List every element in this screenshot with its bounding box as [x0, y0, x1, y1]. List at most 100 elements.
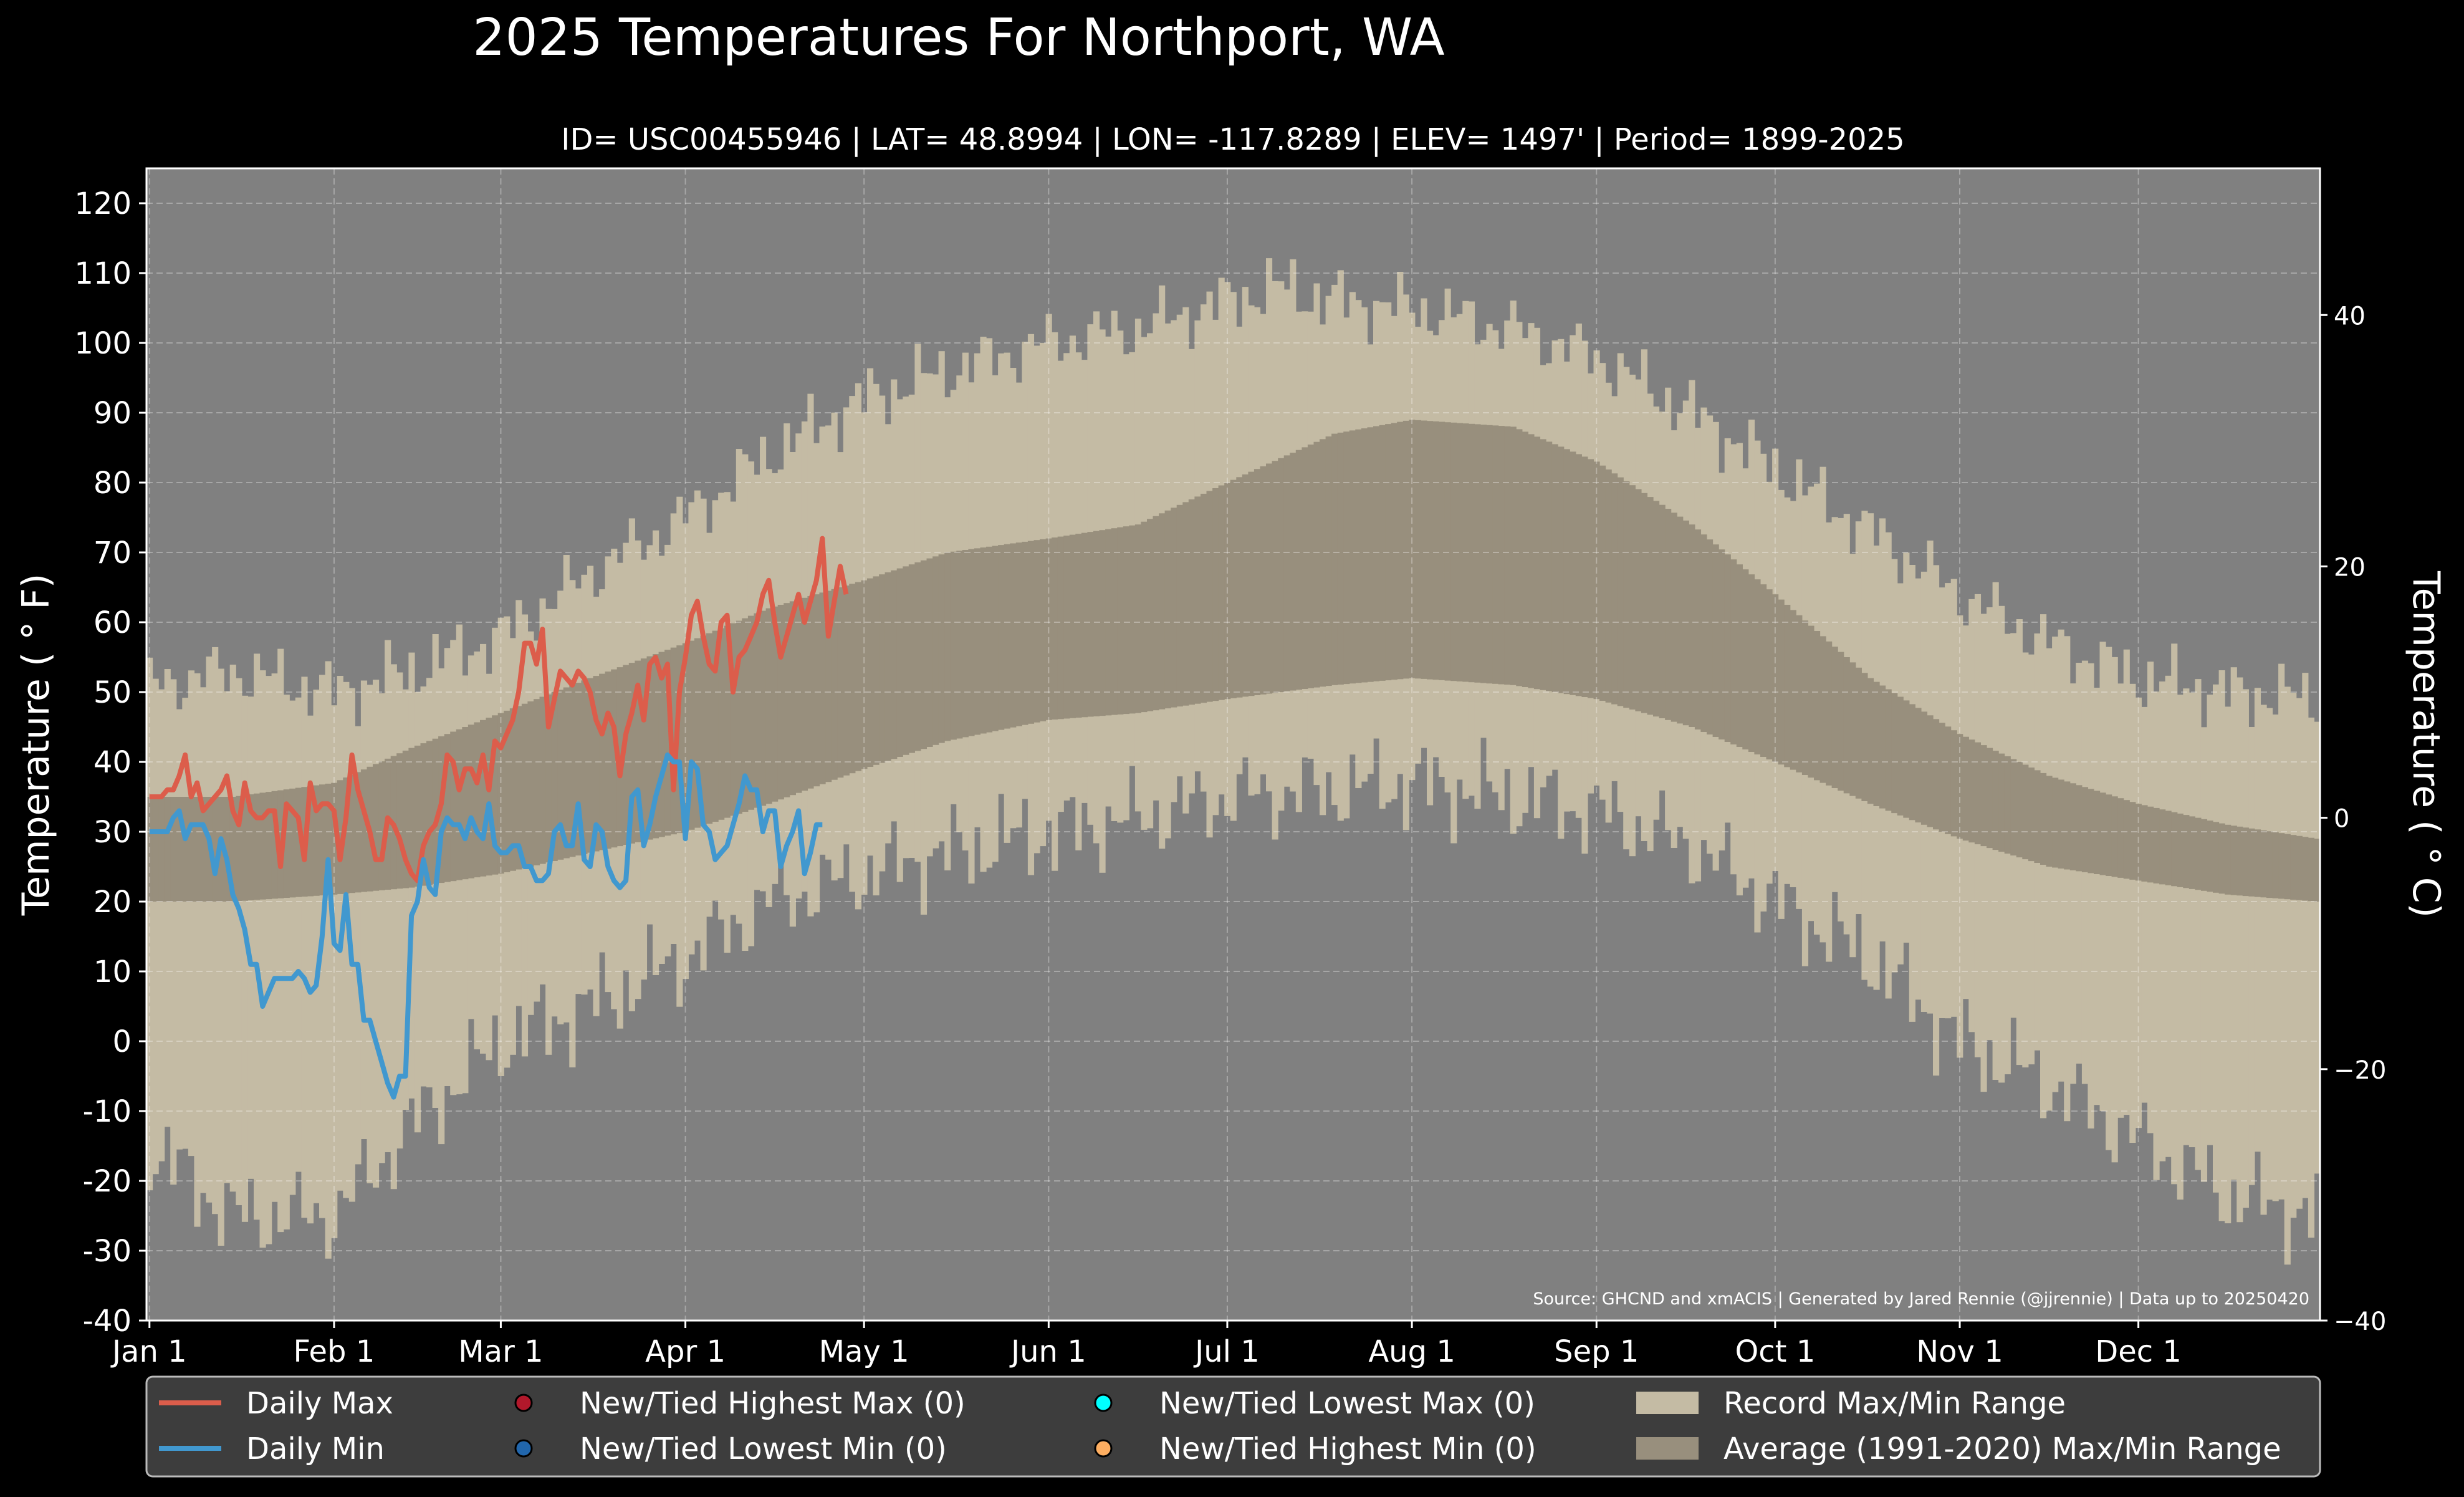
normal-range-bar: [843, 585, 850, 776]
normal-range-bar: [1153, 516, 1159, 711]
normal-range-bar: [521, 703, 529, 869]
normal-range-bar: [343, 777, 350, 894]
normal-range-bar: [1694, 529, 1702, 729]
normal-range-bar: [486, 718, 492, 876]
source-note: Source: GHCND and xmACIS | Generated by …: [1533, 1289, 2309, 1309]
x-tick-label: Nov 1: [1916, 1334, 2003, 1369]
normal-range-bar: [658, 652, 665, 837]
y-tick-label: 20: [93, 885, 132, 920]
normal-range-bar: [2183, 815, 2190, 888]
normal-range-bar: [646, 656, 653, 840]
normal-range-bar: [789, 601, 796, 796]
record-range-bar: [2213, 684, 2220, 1193]
record-range-bar: [2248, 727, 2255, 1185]
record-range-bar: [2081, 660, 2089, 1084]
normal-range-bar: [706, 633, 713, 824]
normal-range-bar: [492, 715, 499, 875]
normal-range-bar: [2141, 805, 2148, 882]
normal-range-bar: [1254, 469, 1261, 695]
normal-range-bar: [765, 608, 772, 804]
normal-range-bar: [331, 782, 338, 895]
normal-range-bar: [992, 546, 999, 731]
record-range-bar: [182, 698, 189, 1149]
normal-range-bar: [986, 546, 993, 733]
normal-range-bar: [1671, 513, 1677, 722]
normal-range-bar: [307, 786, 314, 897]
normal-range-bar: [355, 772, 362, 893]
normal-range-bar: [849, 584, 856, 774]
normal-range-bar: [801, 597, 808, 791]
normal-range-bar: [224, 797, 231, 902]
normal-range-bar: [325, 783, 332, 895]
normal-range-bar: [1653, 501, 1660, 717]
normal-range-bar: [1397, 421, 1404, 680]
normal-range-bar: [1950, 730, 1957, 837]
normal-range-bar: [1528, 434, 1535, 688]
normal-range-bar: [1766, 589, 1773, 759]
normal-range-bar: [1373, 426, 1380, 681]
normal-range-bar: [1325, 436, 1332, 686]
normal-range-bar: [164, 797, 171, 902]
legend: Daily Max Daily Min New/Tied Highest Max (…: [145, 1375, 2321, 1478]
record-range-bar: [378, 693, 385, 1163]
legend-dot-swatch: [1094, 1439, 1113, 1458]
normal-range-bar: [2088, 789, 2094, 874]
normal-range-bar: [1575, 454, 1582, 696]
record-range-bar: [390, 664, 397, 1190]
normal-range-bar: [1414, 420, 1422, 679]
normal-range-bar: [1909, 704, 1915, 821]
record-range-bar: [277, 648, 284, 1233]
normal-range-bar: [712, 630, 719, 822]
record-range-bar: [241, 695, 249, 1222]
normal-range-bar: [2129, 802, 2136, 880]
record-range-bar: [396, 672, 403, 1148]
normal-range-bar: [1444, 422, 1451, 681]
normal-range-bar: [754, 613, 760, 808]
record-range-bar: [218, 668, 224, 1246]
normal-range-bar: [1599, 465, 1606, 701]
normal-range-bar: [1522, 431, 1528, 687]
normal-range-bar: [1558, 446, 1565, 693]
normal-range-bar: [2165, 811, 2172, 885]
normal-range-bar: [551, 692, 558, 861]
normal-range-bar: [1164, 510, 1171, 709]
legend-label: Daily Min: [246, 1432, 385, 1466]
normal-range-bar: [188, 797, 195, 902]
normal-range-bar: [1182, 502, 1189, 706]
normal-range-bar: [1129, 525, 1136, 714]
record-range-bar: [2260, 705, 2267, 1215]
normal-range-bar: [2046, 776, 2053, 867]
record-range-bar: [2111, 657, 2118, 1163]
normal-range-bar: [1295, 450, 1302, 690]
normal-range-bar: [1665, 509, 1672, 720]
normal-range-bar: [908, 564, 915, 753]
legend-label: Record Max/Min Range: [1723, 1386, 2066, 1421]
record-range-bar: [2207, 695, 2213, 1145]
record-range-bar: [289, 700, 296, 1195]
normal-range-bar: [2242, 827, 2249, 897]
normal-range-bar: [1111, 528, 1118, 715]
normal-range-bar: [1611, 473, 1618, 705]
normal-range-bar: [2314, 839, 2321, 902]
record-range-bar: [2236, 677, 2243, 1223]
normal-range-bar: [1677, 516, 1684, 724]
record-range-bar: [355, 726, 362, 1165]
normal-range-bar: [1439, 421, 1445, 680]
normal-range-bar: [700, 635, 707, 826]
record-range-bar: [2069, 683, 2076, 1084]
normal-range-bar: [2069, 783, 2076, 870]
normal-range-bar: [747, 615, 755, 810]
normal-range-bar: [1861, 673, 1868, 801]
record-range-bar: [266, 676, 272, 1244]
plot-frame: [145, 167, 2321, 1322]
record-range-bar: [212, 647, 219, 1215]
normal-range-bar: [2034, 770, 2041, 863]
normal-range-bar: [2064, 781, 2071, 870]
x-tick-label: Oct 1: [1735, 1334, 1815, 1369]
normal-range-bar: [1402, 420, 1409, 679]
normal-range-bar: [1581, 456, 1588, 697]
normal-range-bar: [212, 797, 219, 902]
normal-range-bar: [2106, 794, 2112, 876]
normal-range-bar: [1480, 425, 1487, 683]
record-range-bar: [2117, 683, 2124, 1118]
